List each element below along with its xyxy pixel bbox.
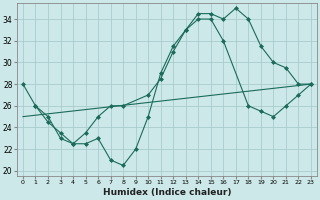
X-axis label: Humidex (Indice chaleur): Humidex (Indice chaleur): [103, 188, 231, 197]
